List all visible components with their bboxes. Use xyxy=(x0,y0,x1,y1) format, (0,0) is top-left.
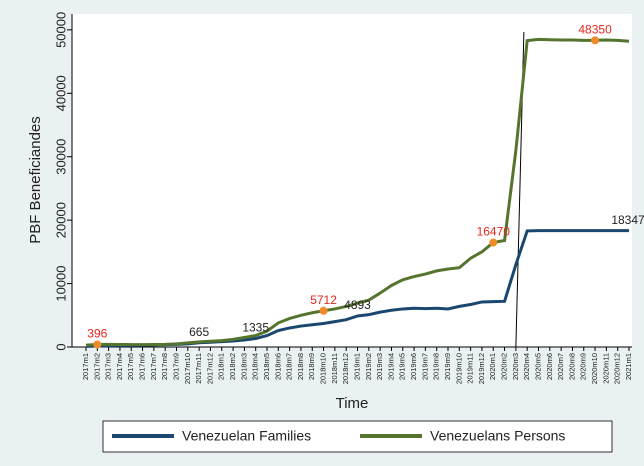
x-tick-label: 2017m5 xyxy=(126,353,135,380)
x-tick-label: 2017m2 xyxy=(92,353,101,380)
x-tick-label: 2020m12 xyxy=(613,353,622,384)
x-tick-label: 2017m1 xyxy=(81,353,90,380)
y-tick-label: 0 xyxy=(53,343,68,350)
x-tick-label: 2020m2 xyxy=(500,353,509,380)
x-tick-label: 2018m2 xyxy=(228,353,237,380)
x-tick-label: 2018m9 xyxy=(307,353,316,380)
y-tick-label: 30000 xyxy=(53,139,68,175)
x-tick-label: 2020m8 xyxy=(567,353,576,380)
x-tick-label: 2018m5 xyxy=(262,353,271,380)
x-tick-label: 2020m7 xyxy=(556,353,565,380)
annotation-label: 48350 xyxy=(578,22,612,36)
annotation-label: 4893 xyxy=(344,298,371,312)
x-tick-label: 2020m5 xyxy=(533,353,542,380)
x-tick-label: 2019m1 xyxy=(352,353,361,380)
x-tick-label: 2019m2 xyxy=(364,353,373,380)
x-tick-label: 2019m3 xyxy=(375,353,384,380)
x-tick-label: 2019m6 xyxy=(409,353,418,380)
x-tick-label: 2020m9 xyxy=(579,353,588,380)
x-tick-label: 2019m8 xyxy=(432,353,441,380)
x-tick-label: 2018m8 xyxy=(296,353,305,380)
x-tick-label: 2018m12 xyxy=(341,353,350,384)
x-tick-label: 2020m1 xyxy=(488,353,497,380)
x-tick-label: 2018m7 xyxy=(285,353,294,380)
x-tick-label: 2020m6 xyxy=(545,353,554,380)
x-tick-label: 2018m4 xyxy=(251,353,260,380)
x-tick-label: 2020m11 xyxy=(601,353,610,384)
x-tick-label: 2017m11 xyxy=(194,353,203,384)
legend-label: Venezuelans Persons xyxy=(430,428,565,444)
x-tick-label: 2018m6 xyxy=(273,353,282,380)
x-tick-label: 2018m1 xyxy=(217,353,226,380)
x-tick-label: 2018m3 xyxy=(239,353,248,380)
x-tick-label: 2020m3 xyxy=(511,353,520,380)
x-tick-label: 2017m10 xyxy=(183,353,192,384)
y-tick-label: 10000 xyxy=(53,265,68,301)
series-line xyxy=(85,37,630,347)
x-tick-label: 2018m11 xyxy=(330,353,339,384)
annotation-marker xyxy=(489,238,498,247)
annotation-marker xyxy=(93,340,102,349)
annotation-label: 5712 xyxy=(310,293,337,307)
x-tick-label: 2019m9 xyxy=(443,353,452,380)
x-tick-label: 2019m5 xyxy=(398,353,407,380)
x-tick-label: 2017m6 xyxy=(138,353,147,380)
y-tick-label: 40000 xyxy=(53,75,68,111)
annotation-label: 16470 xyxy=(477,225,511,239)
x-tick-label: 2017m9 xyxy=(171,353,180,380)
annotation-label: 1335 xyxy=(242,321,269,335)
x-axis-label: Time xyxy=(336,395,369,412)
x-tick-label: 2019m12 xyxy=(477,353,486,384)
x-tick-label: 2019m10 xyxy=(454,353,463,384)
y-tick-label: 20000 xyxy=(53,202,68,238)
annotation-label: 396 xyxy=(87,327,107,341)
annotation-marker xyxy=(319,306,328,315)
x-tick-label: 2020m4 xyxy=(522,353,531,380)
x-tick-label: 2018m10 xyxy=(319,353,328,384)
x-tick-label: 2017m4 xyxy=(115,353,124,380)
x-tick-label: 2017m7 xyxy=(149,353,158,380)
x-tick-label: 2017m3 xyxy=(104,353,113,380)
annotation-marker xyxy=(591,36,600,45)
x-tick-label: 2019m7 xyxy=(420,353,429,380)
annotation-label: 665 xyxy=(189,325,209,339)
plot-area xyxy=(72,14,632,347)
legend xyxy=(102,420,613,453)
x-tick-label: 2017m12 xyxy=(205,353,214,384)
x-tick-label: 2021m1 xyxy=(624,353,633,380)
annotation-label: 18347 xyxy=(611,213,644,227)
x-tick-label: 2019m4 xyxy=(386,353,395,380)
legend-label: Venezuelan Families xyxy=(182,428,311,444)
x-tick-label: 2020m10 xyxy=(590,353,599,384)
y-tick-label: 50000 xyxy=(53,12,68,48)
x-tick-label: 2017m8 xyxy=(160,353,169,380)
x-tick-label: 2019m11 xyxy=(466,353,475,384)
y-axis-label: PBF Beneficiandes xyxy=(27,116,44,244)
